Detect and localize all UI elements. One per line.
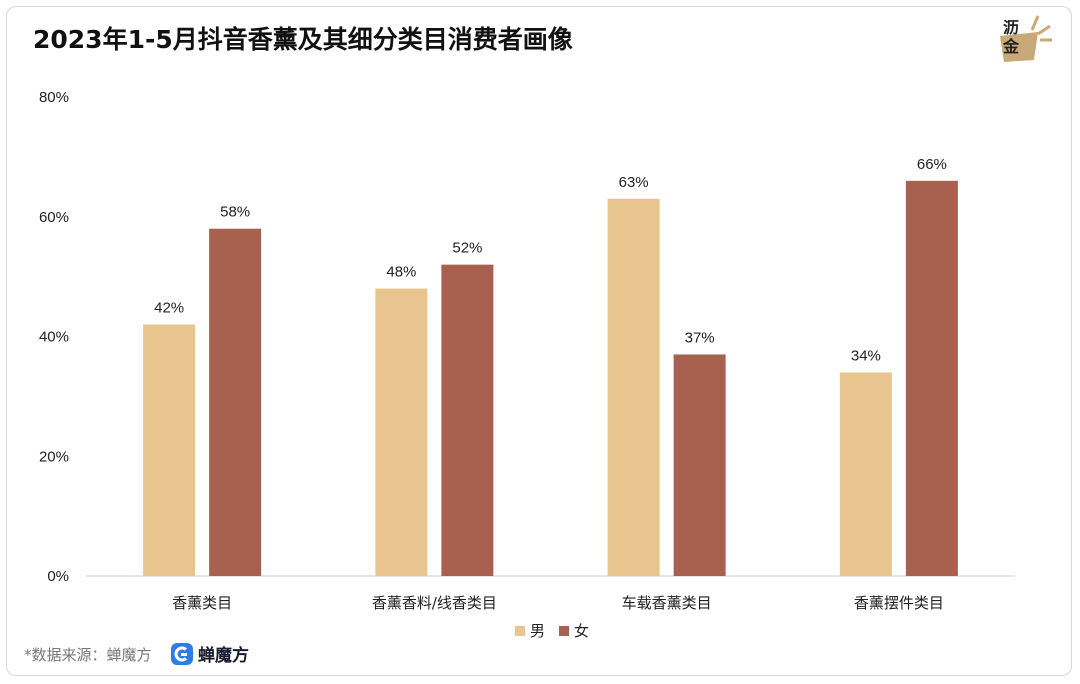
- y-tick-label: 0%: [47, 568, 69, 585]
- data-label: 66%: [917, 156, 947, 173]
- chart-title: 2023年1-5月抖音香薰及其细分类目消费者画像: [33, 25, 573, 54]
- logo-text: 沥金: [1003, 18, 1020, 56]
- brand-name: 蝉魔方: [198, 646, 249, 666]
- data-label: 52%: [452, 240, 482, 257]
- legend-item-female: 女: [559, 620, 589, 641]
- x-category-label: 香薰摆件类目: [854, 594, 944, 612]
- legend-item-male: 男: [515, 620, 545, 641]
- source-brand: 蝉魔方: [170, 641, 249, 666]
- data-label: 48%: [386, 264, 416, 281]
- bar-female: [905, 180, 958, 576]
- bar-male: [143, 324, 196, 576]
- legend: 男 女: [515, 620, 589, 641]
- bar-chart: 0%20%40%60%80% 42%58%48%52%63%37%34%66% …: [39, 89, 1015, 612]
- x-category-label: 香薰类目: [172, 594, 232, 612]
- bar-female: [673, 354, 726, 576]
- y-tick-label: 20%: [39, 448, 69, 465]
- bar-male: [375, 288, 428, 576]
- source-note: *数据来源：蝉魔方: [24, 646, 152, 664]
- bar-male: [839, 372, 892, 576]
- data-label: 42%: [154, 300, 184, 317]
- bar-female: [441, 264, 494, 576]
- bar-female: [209, 228, 262, 576]
- data-label: 34%: [851, 347, 881, 364]
- x-category-label: 香薰香料/线香类目: [372, 594, 497, 612]
- legend-label-male: 男: [530, 622, 546, 640]
- y-tick-label: 60%: [39, 209, 69, 226]
- legend-swatch-male: [515, 625, 525, 636]
- y-tick-label: 40%: [39, 329, 69, 346]
- chanmofang-logo-icon: [171, 642, 193, 665]
- lijin-logo-icon: [1000, 15, 1052, 62]
- x-category-label: 车载香薰类目: [622, 594, 712, 612]
- legend-swatch-female: [559, 625, 570, 636]
- bar-male: [607, 198, 660, 576]
- legend-label-female: 女: [574, 622, 590, 640]
- data-label: 37%: [685, 329, 715, 346]
- data-label: 63%: [619, 174, 649, 191]
- data-label: 58%: [220, 204, 250, 221]
- y-tick-label: 80%: [39, 89, 69, 106]
